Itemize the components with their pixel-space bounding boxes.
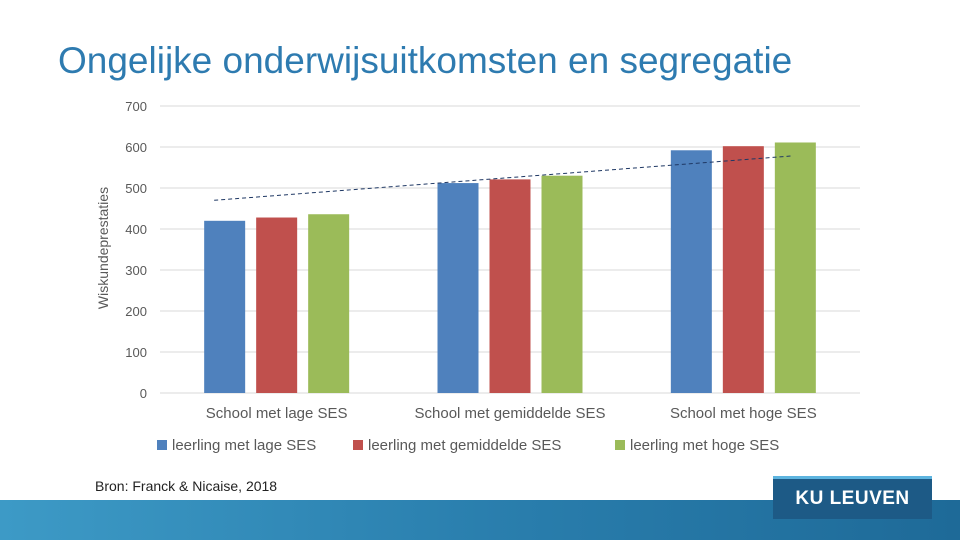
bar-1-0 — [437, 183, 479, 393]
ku-leuven-logo: KU LEUVEN — [773, 476, 932, 519]
chart-bars — [204, 142, 816, 393]
bar-0-2 — [308, 214, 350, 393]
bar-chart: 0 100 200 300 400 500 600 700 Wiskundeprestatie… — [95, 99, 860, 454]
legend-swatch-1 — [353, 440, 363, 450]
y-tick-label: 100 — [125, 345, 147, 360]
legend-label: leerling met lage SES — [172, 437, 316, 454]
bar-2-1 — [722, 146, 764, 393]
legend-label: leerling met hoge SES — [630, 437, 779, 454]
legend-swatch-2 — [615, 440, 625, 450]
bar-1-2 — [541, 175, 583, 393]
legend-label: leerling met gemiddelde SES — [368, 437, 561, 454]
logo-text: KU LEUVEN — [795, 488, 910, 509]
y-tick-label: 600 — [125, 140, 147, 155]
bar-0-0 — [204, 220, 246, 393]
y-tick-label: 200 — [125, 304, 147, 319]
bar-0-1 — [256, 217, 298, 393]
y-tick-label: 300 — [125, 263, 147, 278]
x-tick-label: School met hoge SES — [670, 405, 817, 422]
y-axis-ticks: 0 100 200 300 400 500 600 700 — [125, 99, 147, 401]
x-tick-label: School met lage SES — [206, 405, 348, 422]
trendline-line — [214, 155, 791, 201]
y-axis-label: Wiskundeprestaties — [95, 187, 111, 309]
trendline — [214, 155, 791, 201]
chart-legend: leerling met lage SES leerling met gemidd… — [157, 437, 779, 454]
bar-2-2 — [774, 142, 816, 393]
y-tick-label: 0 — [140, 386, 147, 401]
y-tick-label: 700 — [125, 99, 147, 114]
x-tick-label: School met gemiddelde SES — [415, 405, 606, 422]
bar-1-1 — [489, 179, 531, 393]
x-axis-labels: School met lage SES School met gemiddelde… — [206, 405, 817, 422]
y-tick-label: 500 — [125, 181, 147, 196]
legend-swatch-0 — [157, 440, 167, 450]
slide-title: Ongelijke onderwijsuitkomsten en segrega… — [58, 40, 793, 81]
bar-2-0 — [670, 150, 712, 393]
source-citation: Bron: Franck & Nicaise, 2018 — [95, 478, 278, 494]
y-tick-label: 400 — [125, 222, 147, 237]
